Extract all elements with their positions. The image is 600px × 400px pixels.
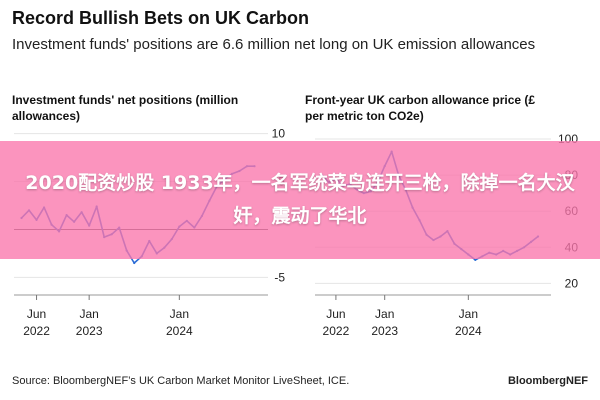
x-tick-label: 2024 xyxy=(166,324,193,338)
panel-title: Investment funds' net positions (million… xyxy=(12,93,238,123)
x-tick-label: Jan xyxy=(79,307,98,321)
x-tick-label: 2022 xyxy=(323,324,350,338)
overlay-banner[interactable]: 2020配资炒股 1933年，一名军统菜鸟连开三枪，除掉一名大汉奸，震动了华北 xyxy=(0,141,600,259)
panel-title-line: Front-year UK carbon allowance price (£ xyxy=(305,93,535,107)
data-point xyxy=(474,258,477,262)
source-note: Source: BloombergNEF’s UK Carbon Market … xyxy=(12,375,350,387)
data-point xyxy=(133,261,136,265)
x-tick-label: 2022 xyxy=(23,324,50,338)
x-tick-label: Jun xyxy=(27,307,46,321)
y-tick-label: 20 xyxy=(565,276,579,290)
y-tick-label: -5 xyxy=(274,270,285,284)
brand-logo: BloombergNEF xyxy=(507,375,588,387)
x-tick-label: Jan xyxy=(170,307,189,321)
x-tick-label: 2024 xyxy=(455,324,482,338)
overlay-banner-text: 2020配资炒股 1933年，一名军统菜鸟连开三枪，除掉一名大汉奸，震动了华北 xyxy=(25,172,575,227)
panel-title-line: allowances) xyxy=(12,109,80,123)
panel-title: Front-year UK carbon allowance price (£ p… xyxy=(305,93,535,123)
x-tick-label: Jun xyxy=(326,307,345,321)
x-tick-label: 2023 xyxy=(76,324,103,338)
panel-title-line: Investment funds' net positions (million xyxy=(12,93,238,107)
panel-title-line: per metric ton CO2e) xyxy=(305,109,424,123)
chart-subtitle: Investment funds' positions are 6.6 mill… xyxy=(12,36,536,53)
chart-title: Record Bullish Bets on UK Carbon xyxy=(12,8,310,28)
x-tick-label: 2023 xyxy=(371,324,398,338)
y-tick-label: 10 xyxy=(272,127,286,141)
x-tick-label: Jan xyxy=(459,307,478,321)
x-tick-label: Jan xyxy=(375,307,394,321)
